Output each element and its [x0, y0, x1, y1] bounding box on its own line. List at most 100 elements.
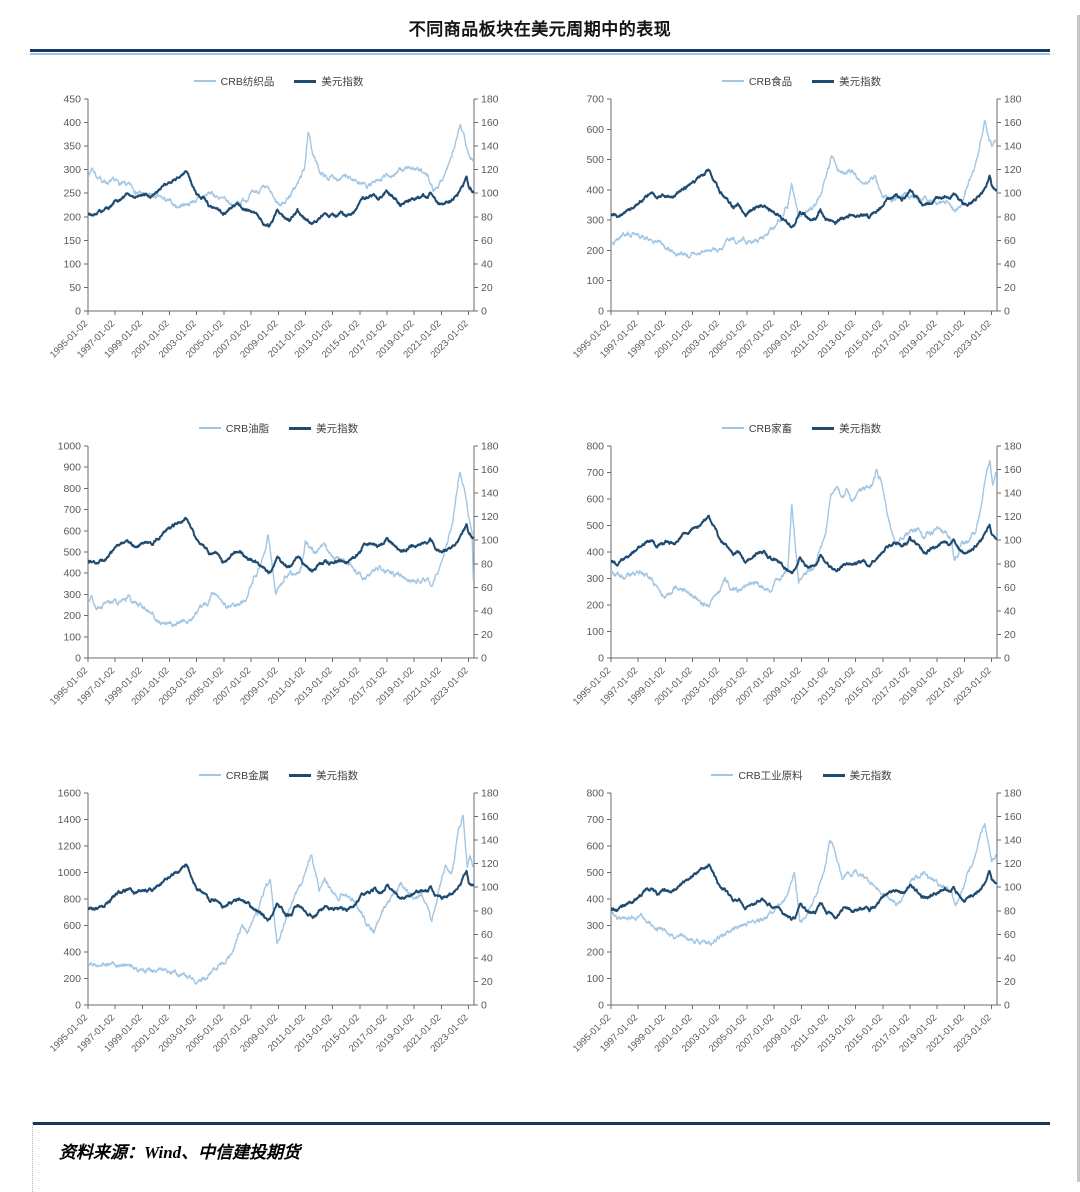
svg-text:140: 140: [481, 488, 499, 500]
line-chart: 0 50 100 150 200 250 300 350 400 450 0 20 40 60 80 100 1…: [48, 94, 499, 361]
svg-text:450: 450: [63, 94, 81, 106]
series-line-crb-metals: [88, 814, 474, 985]
svg-text:180: 180: [481, 788, 499, 800]
legend-item: 美元指数: [812, 74, 881, 89]
svg-text:400: 400: [586, 547, 604, 559]
svg-text:0: 0: [481, 653, 487, 665]
svg-text:500: 500: [586, 867, 604, 879]
svg-text:400: 400: [63, 568, 81, 580]
svg-text:160: 160: [1004, 464, 1022, 476]
svg-text:160: 160: [481, 811, 499, 823]
legend-line-swatch: [812, 79, 835, 83]
legend-item: CRB油脂: [198, 421, 269, 436]
chart-axes: [84, 98, 478, 315]
footer-rule: [33, 1122, 1050, 1125]
svg-text:80: 80: [481, 211, 493, 223]
svg-text:180: 180: [481, 441, 499, 453]
svg-text:0: 0: [598, 653, 604, 665]
svg-text:700: 700: [586, 814, 604, 826]
svg-text:60: 60: [481, 929, 493, 941]
svg-text:300: 300: [586, 920, 604, 932]
legend-label: 美元指数: [839, 75, 882, 88]
svg-text:600: 600: [63, 920, 81, 932]
legend-item: 美元指数: [812, 421, 881, 436]
svg-text:80: 80: [1004, 211, 1016, 223]
series-line-crb-foodstuffs: [611, 120, 997, 259]
chart-axes: [607, 792, 1001, 1009]
legend-line-swatch: [198, 427, 221, 429]
svg-text:1600: 1600: [58, 788, 82, 800]
series-line-usd-index: [611, 168, 997, 229]
svg-text:120: 120: [481, 164, 499, 176]
legend-label: CRB金属: [225, 769, 270, 782]
legend-line-swatch: [711, 774, 734, 776]
legend-line-swatch: [193, 80, 216, 82]
line-chart: 0 200 400 600 800 1000 1200 1400 1600 0 20 40 60 80 10…: [48, 788, 499, 1055]
svg-text:0: 0: [481, 306, 487, 318]
footer: 资料来源：Wind、中信建投期货: [32, 1122, 1050, 1192]
legend-line-swatch: [198, 774, 221, 776]
svg-text:800: 800: [586, 788, 604, 800]
svg-text:0: 0: [1004, 653, 1010, 665]
series-line-crb-raw-industrials: [611, 823, 997, 947]
svg-text:100: 100: [586, 626, 604, 638]
chart-legend: CRB家畜 美元指数: [549, 420, 1054, 436]
legend-label: CRB家畜: [748, 422, 793, 435]
legend-item: 美元指数: [294, 74, 363, 89]
charts-grid: CRB纺织品 美元指数 0 50 100 150 200 250 300 350 400 450 0 20…: [0, 73, 1080, 1106]
svg-text:100: 100: [481, 188, 499, 200]
svg-text:300: 300: [586, 573, 604, 585]
title-rule: [30, 49, 1050, 55]
svg-text:200: 200: [586, 600, 604, 612]
svg-text:100: 100: [1004, 188, 1022, 200]
svg-text:40: 40: [481, 258, 493, 270]
svg-text:20: 20: [1004, 976, 1016, 988]
svg-text:80: 80: [481, 905, 493, 917]
legend-item: CRB工业原料: [711, 768, 803, 783]
svg-text:20: 20: [481, 629, 493, 641]
svg-text:60: 60: [481, 235, 493, 247]
series-line-usd-index: [88, 516, 474, 575]
svg-text:600: 600: [586, 841, 604, 853]
legend-item: CRB金属: [198, 768, 270, 783]
series-line-usd-index: [611, 863, 997, 921]
svg-text:180: 180: [1004, 788, 1022, 800]
chart-legend: CRB油脂 美元指数: [26, 420, 531, 436]
legend-line-swatch: [294, 79, 317, 83]
series-line-usd-index: [611, 514, 997, 575]
svg-text:160: 160: [481, 117, 499, 129]
svg-text:800: 800: [586, 441, 604, 453]
svg-text:600: 600: [63, 525, 81, 537]
svg-text:500: 500: [63, 547, 81, 559]
svg-text:60: 60: [481, 582, 493, 594]
svg-text:20: 20: [1004, 629, 1016, 641]
chart-axes: [607, 98, 1001, 315]
svg-text:100: 100: [481, 882, 499, 894]
svg-text:60: 60: [1004, 929, 1016, 941]
svg-text:150: 150: [63, 235, 81, 247]
title-rule-dark: [30, 49, 1050, 52]
svg-text:140: 140: [1004, 141, 1022, 153]
svg-text:400: 400: [63, 947, 81, 959]
series-line-usd-index: [88, 863, 474, 922]
svg-text:1000: 1000: [58, 441, 82, 453]
svg-text:300: 300: [63, 589, 81, 601]
series-line-usd-index: [88, 170, 474, 228]
svg-text:800: 800: [63, 483, 81, 495]
svg-text:300: 300: [586, 215, 604, 227]
page-title: 不同商品板块在美元周期中的表现: [408, 20, 672, 39]
svg-text:700: 700: [63, 504, 81, 516]
line-chart: 0 100 200 300 400 500 600 700 800 0 20 40 60 80 100 120…: [571, 788, 1022, 1055]
title-rule-light: [30, 53, 1050, 55]
svg-text:40: 40: [1004, 952, 1016, 964]
legend-item: 美元指数: [289, 421, 358, 436]
svg-text:120: 120: [1004, 511, 1022, 523]
svg-text:0: 0: [75, 1000, 81, 1012]
chart-legend: CRB金属 美元指数: [26, 767, 531, 783]
series-line-crb-fats-oils: [88, 471, 474, 628]
chart-axes: [84, 445, 478, 662]
svg-text:1000: 1000: [58, 867, 82, 879]
svg-text:140: 140: [1004, 488, 1022, 500]
svg-text:40: 40: [481, 605, 493, 617]
chart-crb-metals: CRB金属 美元指数 0 200 400 600 800 1000 1200 1400 1600 0 2…: [26, 767, 531, 1106]
